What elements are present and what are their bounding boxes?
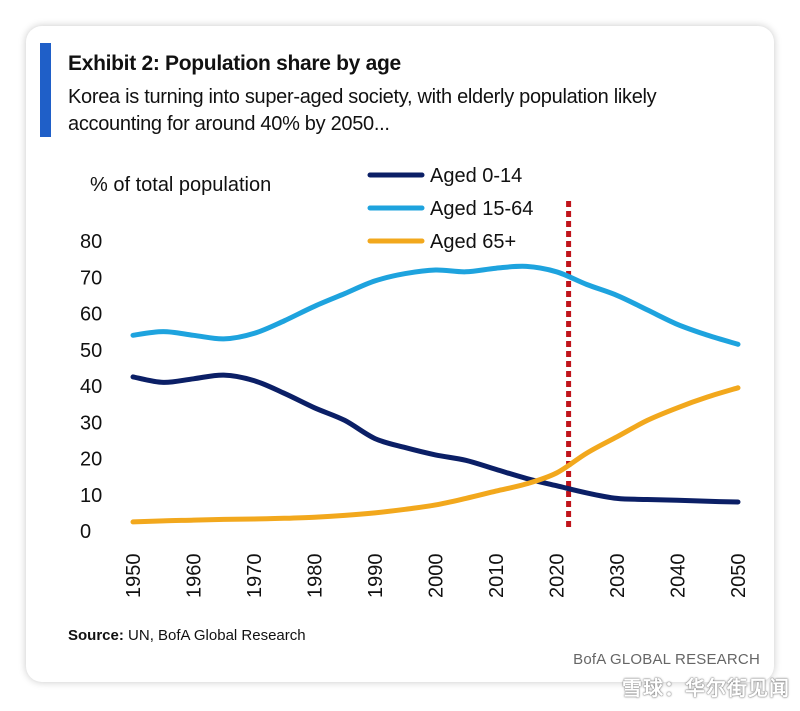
source-text: UN, BofA Global Research bbox=[123, 627, 306, 644]
exhibit-title: Exhibit 2: Population share by age bbox=[68, 52, 401, 75]
legend-item-aged-0-14: Aged 0-14 bbox=[367, 165, 522, 187]
legend-label: Aged 65+ bbox=[430, 231, 516, 253]
x-tick-label: 1950 bbox=[123, 554, 145, 599]
x-tick-label: 1960 bbox=[184, 554, 206, 599]
y-tick-label: 60 bbox=[80, 304, 102, 326]
x-tick-label: 2050 bbox=[728, 554, 750, 599]
y-axis-label: % of total population bbox=[90, 174, 271, 196]
x-tick-label: 1970 bbox=[244, 554, 266, 599]
x-tick-label: 2010 bbox=[486, 554, 508, 599]
watermark: 雪球：华尔街见闻 bbox=[622, 678, 790, 700]
y-tick-label: 50 bbox=[80, 340, 102, 362]
y-tick-label: 10 bbox=[80, 485, 102, 507]
legend-label: Aged 15-64 bbox=[430, 198, 533, 220]
y-tick-label: 30 bbox=[80, 412, 102, 434]
exhibit-card bbox=[26, 26, 774, 682]
y-tick-label: 20 bbox=[80, 449, 102, 471]
exhibit-subtitle: Korea is turning into super-aged society… bbox=[68, 86, 657, 135]
y-tick-label: 0 bbox=[80, 521, 91, 543]
series-aged-0-14-line bbox=[130, 372, 741, 505]
source-note: Source: UN, BofA Global Research bbox=[68, 627, 306, 644]
y-tick-label: 80 bbox=[80, 231, 102, 253]
x-tick-label: 2000 bbox=[426, 554, 448, 599]
source-label: Source: bbox=[68, 627, 124, 644]
legend-label: Aged 0-14 bbox=[430, 165, 522, 187]
brand-label: BofA GLOBAL RESEARCH bbox=[573, 651, 760, 668]
x-tick-label: 1990 bbox=[365, 554, 387, 599]
x-tick-label: 2030 bbox=[607, 554, 629, 599]
series-aged-65-plus-line bbox=[130, 385, 741, 525]
legend-item-aged-15-64: Aged 15-64 bbox=[367, 198, 533, 220]
accent-bar bbox=[40, 43, 51, 137]
y-tick-label: 40 bbox=[80, 376, 102, 398]
series-aged-15-64-line bbox=[130, 263, 741, 347]
x-tick-label: 1980 bbox=[305, 554, 327, 599]
x-tick-label: 2040 bbox=[668, 554, 690, 599]
x-tick-label: 2020 bbox=[547, 554, 569, 599]
legend-item-aged-65-plus: Aged 65+ bbox=[367, 231, 516, 253]
y-tick-label: 70 bbox=[80, 267, 102, 289]
